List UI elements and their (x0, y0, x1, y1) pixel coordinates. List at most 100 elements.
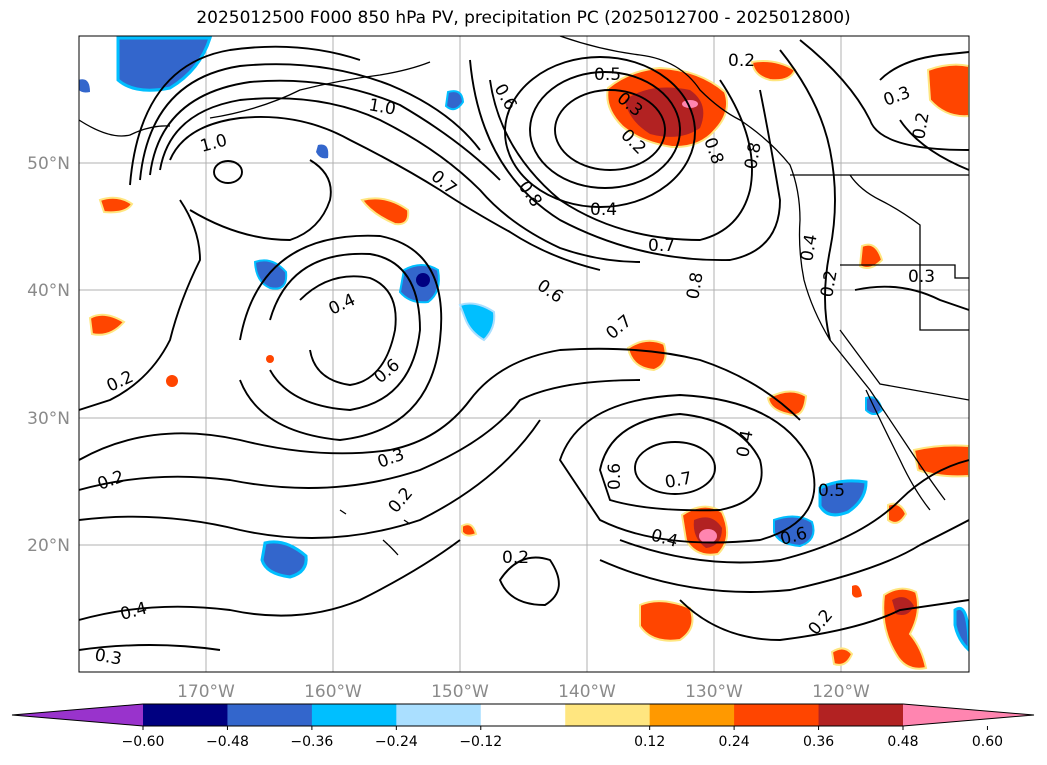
pos-anomaly-region (461, 523, 478, 537)
pv-contour (679, 599, 969, 641)
neg-anomaly-region (316, 144, 329, 159)
neg-anomaly-region (444, 90, 465, 111)
neg-anomaly-region (260, 540, 308, 579)
contour-label: 0.7 (663, 469, 693, 493)
pv-contour (79, 539, 461, 621)
pos-anomaly-region (98, 196, 134, 214)
pv-contour (169, 115, 601, 271)
pos-anomaly-region (626, 339, 667, 372)
contour-label: 0.6 (605, 463, 625, 490)
colorbar-tick-label: 0.48 (887, 734, 918, 750)
neg-anomaly-region (458, 302, 496, 342)
colorbar-segment (227, 704, 313, 726)
pos-anomaly-peak (699, 529, 717, 543)
colorbar-extend-high (903, 704, 1034, 726)
graticule (79, 36, 969, 672)
pos-anomaly-region (766, 390, 808, 417)
colorbar-segment (311, 704, 397, 726)
pos-anomaly-region (858, 243, 884, 269)
contour-label: 0.2 (909, 111, 933, 141)
colorbar-tick-label: −0.48 (206, 734, 249, 750)
pv-contour (159, 97, 641, 263)
colorbar-tick-label: −0.12 (459, 734, 502, 750)
map-title: 2025012500 F000 850 hPa PV, precipitatio… (196, 8, 851, 28)
contour-label: 0.2 (817, 269, 841, 299)
neg-anomaly-core (416, 273, 430, 287)
pos-anomaly-region (266, 355, 274, 363)
colorbar: −0.60 −0.48 −0.36 −0.24 −0.12 0.12 0.24 0.36 0.4… (11, 703, 1035, 750)
lat-label-50n: 50°N (27, 154, 70, 174)
pv-contour (879, 51, 969, 81)
lon-label-130w: 130°W (685, 682, 743, 702)
neg-anomaly-region (773, 515, 815, 548)
lat-label-20n: 20°N (27, 536, 70, 556)
contour-label: 0.3 (93, 645, 123, 669)
baja-coast (865, 389, 931, 511)
state-border (840, 264, 969, 279)
colorbar-tick-label: 0.60 (972, 734, 1003, 750)
pv-contour (149, 79, 501, 181)
lon-label-160w: 160°W (304, 682, 362, 702)
pv-contour (779, 49, 836, 341)
pos-anomaly-region (852, 585, 862, 598)
contour-label: 0.2 (502, 548, 529, 568)
lon-label-120w: 120°W (812, 682, 870, 702)
colorbar-tick-label: 0.24 (719, 734, 750, 750)
colorbar-extend-low (12, 704, 143, 726)
contour-label: 0.7 (648, 236, 675, 256)
pv-contour (79, 379, 641, 491)
pos-anomaly-region (166, 375, 178, 387)
colorbar-segment (734, 704, 820, 726)
plot-area: 1.0 1.0 0.6 0.5 0.3 0.2 0.4 0.8 0.7 0.7 … (79, 36, 969, 672)
pv-contour (79, 419, 541, 539)
pv-contour (799, 39, 969, 151)
colorbar-segment (396, 704, 482, 726)
lat-axis: 50°N 40°N 30°N 20°N (27, 154, 70, 556)
colorbar-segment (143, 704, 228, 726)
colorbar-tick-label: −0.60 (122, 734, 165, 750)
pv-contour (634, 441, 716, 495)
pv-contour (558, 394, 816, 544)
lon-label-170w: 170°W (177, 682, 235, 702)
contour-label: 1.0 (367, 95, 397, 119)
colorbar-tick-label: −0.36 (290, 734, 333, 750)
aleutian-coast (79, 119, 171, 137)
plot-frame (78, 35, 970, 673)
contour-label: 0.8 (741, 141, 765, 171)
pv-contour (498, 556, 560, 606)
pv-contour (269, 252, 421, 411)
pv-contour (529, 71, 681, 189)
pv-contour (619, 459, 969, 564)
contour-label: 0.8 (683, 271, 707, 301)
contour-label: 0.4 (590, 200, 617, 220)
colorbar-segment (649, 704, 735, 726)
pv-contour (299, 275, 397, 386)
pv-contour (239, 234, 443, 441)
mexico-border (839, 329, 969, 401)
north-america-coast (559, 36, 946, 501)
pv-contour (899, 119, 969, 171)
pv-contour (189, 159, 332, 241)
contour-label: 0.5 (818, 481, 845, 501)
neg-anomaly-region (79, 79, 90, 93)
pv-contour (139, 63, 481, 181)
contour-label: 0.2 (728, 51, 755, 71)
colorbar-tick-label: 0.36 (803, 734, 834, 750)
colorbar-segment (818, 704, 904, 726)
pv-contour (599, 413, 763, 512)
pv-contours (79, 39, 969, 651)
state-border (849, 174, 969, 331)
precipitation-shading (79, 36, 969, 670)
lat-label-30n: 30°N (27, 409, 70, 429)
contour-label: 0.4 (733, 429, 757, 459)
lat-label-40n: 40°N (27, 281, 70, 301)
pv-contour (554, 89, 666, 171)
pos-anomaly-region (830, 647, 854, 666)
pv-contour (129, 45, 361, 186)
pos-anomaly-region (88, 313, 126, 336)
pos-anomaly-region (639, 600, 694, 642)
pos-anomaly-region (912, 444, 969, 478)
lon-label-140w: 140°W (558, 682, 616, 702)
coastlines (79, 36, 969, 556)
pos-anomaly-region (926, 63, 969, 118)
